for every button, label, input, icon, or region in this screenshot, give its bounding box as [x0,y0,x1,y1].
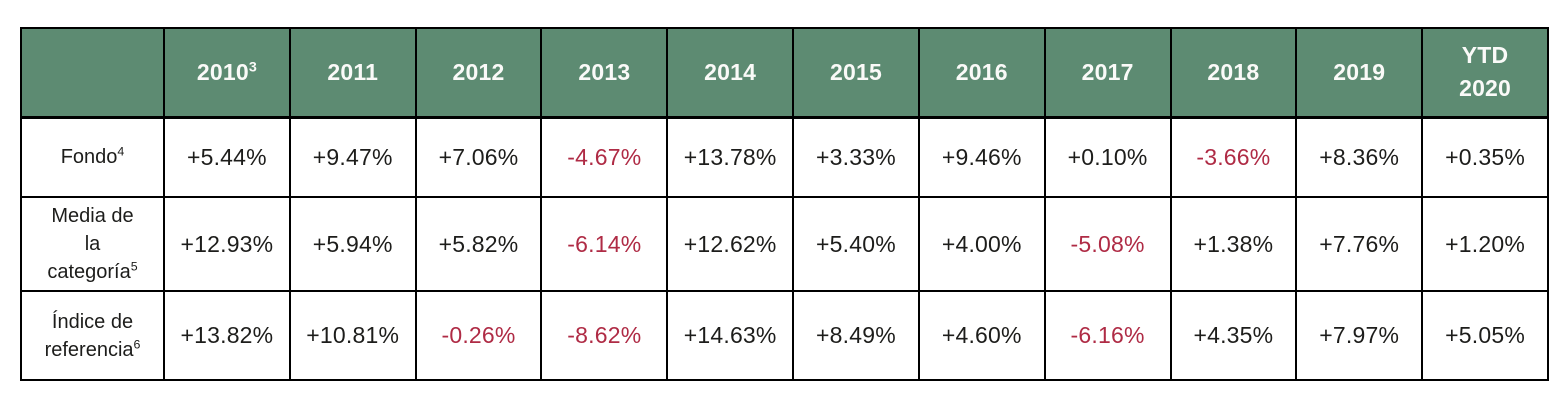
row-label-fondo: Fondo4 [20,116,165,198]
header-cell-2014: 2014 [666,27,795,119]
value-cell: -8.62% [540,290,669,381]
value-cell: +0.10% [1043,116,1172,198]
row-indice-referencia: Índice de referencia6 +13.82% +10.81% -0… [20,290,1549,381]
performance-table: 20103 2011 2012 2013 2014 2015 2016 2017… [20,27,1549,381]
value-cell: -6.14% [540,196,669,292]
header-cell-2018: 2018 [1169,27,1298,119]
value-cell: +0.35% [1421,116,1549,198]
row-superscript: 4 [117,144,125,159]
year-label: 2017 [1081,58,1134,85]
value-cell: +10.81% [288,290,417,381]
value-cell: +1.38% [1169,196,1298,292]
value-cell: +3.33% [792,116,920,198]
row-media-categoria: Media de la categoría5 +12.93% +5.94% +5… [20,196,1549,292]
value-cell: -6.16% [1043,290,1172,381]
row-label-text: Media de la categoría [47,205,134,283]
value-cell: -0.26% [414,290,543,381]
row-label-media-categoria: Media de la categoría5 [20,196,165,292]
value-cell: +13.82% [163,290,291,381]
year-label: YTD 2020 [1459,41,1512,102]
value-cell: +12.93% [163,196,291,292]
value-cell: +4.60% [917,290,1046,381]
row-label-text: Fondo [60,146,118,169]
year-label: 2014 [704,58,757,85]
row-superscript: 5 [130,259,138,274]
value-cell: +5.94% [288,196,417,292]
value-cell: +4.35% [1169,290,1298,381]
header-cell-2015: 2015 [792,27,920,119]
year-label: 2018 [1207,58,1260,85]
year-label: 2019 [1333,58,1386,85]
row-superscript: 6 [133,336,141,351]
header-cell-2010: 20103 [163,27,291,119]
value-cell: -4.67% [540,116,669,198]
value-cell: +8.36% [1295,116,1424,198]
row-label-text: Índice de referencia [44,310,134,361]
year-label: 2016 [955,58,1008,85]
value-cell: +5.82% [414,196,543,292]
year-label: 2010 [196,58,249,85]
year-label: 2015 [829,58,882,85]
value-cell: +9.46% [917,116,1046,198]
value-cell: +7.97% [1295,290,1424,381]
value-cell: +9.47% [288,116,417,198]
value-cell: +12.62% [666,196,795,292]
row-fondo: Fondo4 +5.44% +9.47% +7.06% -4.67% +13.7… [20,116,1549,198]
value-cell: +4.00% [917,196,1046,292]
row-label-indice-referencia: Índice de referencia6 [20,290,165,381]
value-cell: +8.49% [792,290,920,381]
header-cell-2011: 2011 [288,27,417,119]
year-label: 2013 [578,58,631,85]
header-cell-2017: 2017 [1043,27,1172,119]
value-cell: +7.06% [414,116,543,198]
header-corner-cell [20,27,165,119]
value-cell: +5.40% [792,196,920,292]
value-cell: +13.78% [666,116,795,198]
header-row: 20103 2011 2012 2013 2014 2015 2016 2017… [20,27,1549,119]
header-cell-ytd-2020: YTD 2020 [1421,27,1549,119]
value-cell: -5.08% [1043,196,1172,292]
year-label: 2011 [327,58,379,85]
header-cell-2019: 2019 [1295,27,1424,119]
header-cell-2013: 2013 [540,27,669,119]
value-cell: +5.05% [1421,290,1549,381]
value-cell: +1.20% [1421,196,1549,292]
value-cell: +14.63% [666,290,795,381]
value-cell: -3.66% [1169,116,1298,198]
header-superscript: 3 [248,58,257,75]
header-cell-2016: 2016 [917,27,1046,119]
value-cell: +5.44% [163,116,291,198]
year-label: 2012 [452,58,505,85]
value-cell: +7.76% [1295,196,1424,292]
header-cell-2012: 2012 [414,27,543,119]
